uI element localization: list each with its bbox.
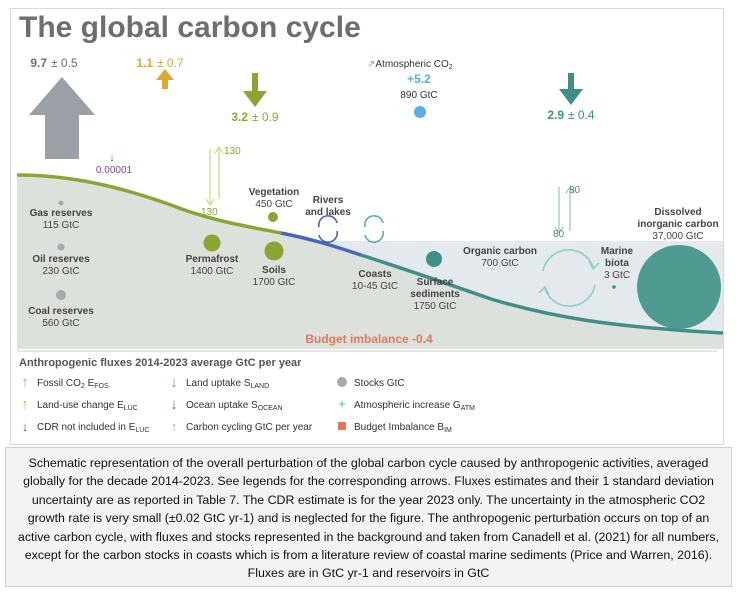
ocean-cycling-down: 80 (553, 229, 565, 240)
surface-sediments-value: 1750 GtC (414, 301, 457, 312)
legend-land-uptake-arrow-icon: ↓ (170, 374, 178, 391)
legend-stocks-label: Stocks GtC (354, 378, 405, 389)
dissolved-name-2: inorganic carbon (637, 219, 718, 230)
permafrost-value: 1400 GtC (191, 266, 234, 277)
atm-increase-label: ↗Atmospheric CO2 (367, 59, 453, 71)
ocean-uptake-flux-unc: ± 0.4 (568, 108, 595, 122)
land-uptake-flux-unc: ± 0.9 (252, 110, 279, 124)
coal-reserves-marker (56, 290, 66, 300)
surface-sediments-name-1: Surface (417, 277, 454, 288)
ocean-uptake-flux-value: 2.9 (547, 108, 564, 122)
land-use-flux-value: 1.1 (136, 56, 153, 70)
land-uptake-arrow-icon (243, 73, 267, 107)
land-use-flux-unc: ± 0.7 (157, 56, 184, 70)
legend-cycling-label: Carbon cycling GtC per year (186, 422, 313, 433)
marine-biota-name-1: Marine (601, 246, 634, 257)
figure-title: The global carbon cycle (19, 11, 361, 44)
legend-land-uptake-label: Land uptake SLAND (186, 378, 269, 390)
cdr-flux-value: 0.00001 (96, 165, 133, 176)
surface-sediments-name-2: sediments (410, 289, 460, 300)
seafloor-line (360, 253, 724, 335)
river-line (280, 231, 362, 257)
coasts-value: 10-45 GtC (352, 281, 398, 292)
oil-reserves-marker (57, 243, 65, 251)
legend-land-use-arrow-icon: ↑ (21, 396, 29, 413)
atmosphere-stock-marker (414, 106, 426, 118)
legend-imbalance-marker (338, 422, 346, 430)
legend-fossil-arrow-icon: ↑ (21, 374, 29, 391)
legend-fossil-label: Fossil CO2 EFOS (37, 378, 109, 390)
fossil-arrow-icon (29, 77, 95, 159)
fossil-flux-unc: ± 0.5 (51, 56, 78, 70)
soils-name: Soils (262, 265, 286, 276)
dissolved-name-1: Dissolved (654, 207, 701, 218)
legend-cycling-arrow-icon: ↑ (171, 419, 178, 434)
gas-reserves-name: Gas reserves (30, 208, 93, 219)
legend-stocks-marker (337, 377, 347, 387)
shoreline (16, 173, 282, 235)
land-region (17, 175, 723, 349)
marine-biota-value: 3 GtC (604, 270, 630, 281)
rivers-name-1: Rivers (313, 195, 344, 206)
legend-title: Anthropogenic fluxes 2014-2023 average G… (19, 357, 302, 369)
rivers-cycle-icon (317, 214, 339, 244)
coal-reserves-name: Coal reserves (28, 306, 94, 317)
land-use-arrow-icon (156, 69, 174, 89)
gas-reserves-marker (58, 200, 64, 206)
ocean-cycling-arrows-icon (554, 186, 575, 234)
ocean-cycling-up: 80 (569, 185, 581, 196)
dissolved-value: 37,000 GtC (652, 231, 703, 242)
oil-reserves-name: Oil reserves (32, 254, 90, 265)
marine-cycle-icon (538, 249, 600, 307)
soils-value: 1700 GtC (253, 277, 296, 288)
vegetation-value: 450 GtC (255, 199, 292, 210)
atm-stock-value: 890 GtC (400, 90, 437, 101)
fossil-flux-value: 9.7 (30, 56, 47, 70)
land-cycling-down: 130 (201, 207, 218, 218)
oil-reserves-value: 230 GtC (42, 266, 79, 277)
coasts-name: Coasts (358, 269, 392, 280)
carbon-cycle-diagram: The global carbon cycle 9.7 ± 0.5 1.1 ± … (16, 11, 724, 434)
vegetation-name: Vegetation (249, 187, 300, 198)
legend-ocean-uptake-arrow-icon: ↓ (170, 396, 178, 413)
land-uptake-flux-value: 3.2 (231, 110, 248, 124)
marine-biota-name-2: biota (605, 258, 629, 269)
rivers-name-2: and lakes (305, 207, 351, 218)
coastal-cycle-icon (363, 214, 385, 244)
land-cycling-up: 130 (224, 146, 241, 157)
legend-atm-plus-icon: + (338, 396, 346, 411)
legend-ocean-uptake-label: Ocean uptake SOCEAN (186, 400, 283, 412)
surface-sediments-marker (426, 251, 442, 267)
budget-imbalance-label: Budget imbalance -0.4 (305, 332, 433, 346)
gas-reserves-value: 115 GtC (43, 220, 80, 231)
legend-land-use-label: Land-use change ELUC (37, 400, 138, 412)
permafrost-name: Permafrost (186, 254, 239, 265)
coal-reserves-value: 560 GtC (42, 318, 79, 329)
permafrost-marker (203, 234, 221, 252)
legend-cdr-label: CDR not included in ELUC (37, 422, 149, 434)
legend-imbalance-label: Budget Imbalance BIM (354, 422, 452, 434)
cdr-arrow-icon: ↓ (109, 152, 115, 164)
soils-marker (264, 241, 284, 261)
organic-carbon-name: Organic carbon (463, 246, 537, 257)
carbon-cycle-figure: The global carbon cycle 9.7 ± 0.5 1.1 ± … (10, 8, 724, 445)
figure-caption: Schematic representation of the overall … (5, 447, 732, 587)
organic-carbon-value: 700 GtC (481, 258, 518, 269)
legend-atm-label: Atmospheric increase GATM (354, 400, 475, 412)
land-cycling-arrows-icon (205, 146, 224, 206)
marine-biota-marker (612, 285, 616, 289)
atm-increase-value: +5.2 (407, 72, 431, 86)
dissolved-marker (637, 245, 721, 329)
ocean-uptake-arrow-icon (559, 73, 583, 105)
legend-cdr-arrow-icon: ↓ (22, 419, 29, 434)
vegetation-marker (268, 212, 278, 222)
